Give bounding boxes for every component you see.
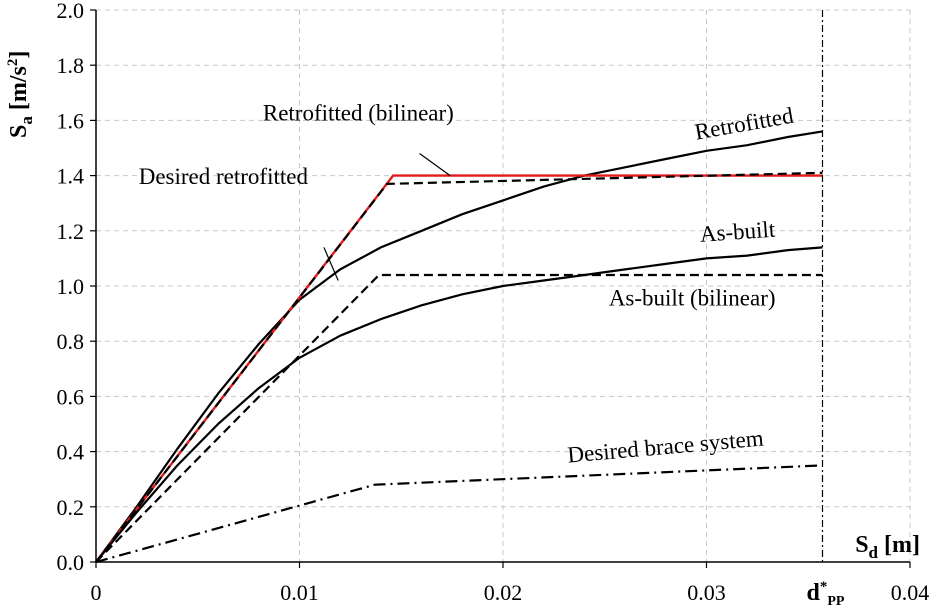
annotation-as-built-bilinear: As-built (bilinear) [609, 285, 776, 310]
x-axis-title-sub: d [869, 543, 879, 562]
annotation-desired-brace-system: Desired brace system [566, 426, 764, 468]
y-tick-label: 0.4 [57, 440, 85, 465]
annotation-leader-retrofitted-bilinear [419, 153, 451, 177]
annotation-leader-desired-retrofitted [323, 247, 339, 281]
dpp-marker-label: d*PP [806, 579, 844, 609]
y-tick-label: 0.8 [57, 329, 85, 354]
label-layer: Retrofitted (bilinear) Desired retrofitte… [5, 51, 920, 562]
dpp-label-main: d [806, 580, 820, 606]
annotation-as-built: As-built [699, 217, 777, 247]
y-tick-label: 1.8 [57, 53, 85, 78]
series-layer [95, 130, 823, 564]
series-as-built [95, 246, 823, 563]
y-tick-label: 2.0 [57, 0, 85, 23]
y-axis-title-close: ] [6, 51, 32, 59]
annotation-retrofitted-bilinear: Retrofitted (bilinear) [263, 100, 454, 125]
y-tick-label: 0.2 [57, 495, 85, 520]
dpp-label-sub: PP [827, 594, 845, 609]
dpp-label-sup: * [820, 579, 828, 595]
y-tick-label: 1.0 [57, 274, 85, 299]
y-axis-title-unit: [m/s [6, 66, 32, 116]
y-tick-label: 0.0 [57, 550, 85, 575]
axes-layer: 0.0 0.2 0.4 0.6 0.8 1.0 1.2 1.4 1.6 1.8 2.0 0 0.01 0.… [57, 0, 930, 609]
y-axis-title-sup: 2 [5, 59, 21, 67]
y-tick-label: 1.2 [57, 219, 85, 244]
series-desired-brace-system [95, 464, 823, 564]
y-axis-title: Sa [m/s2] [5, 51, 36, 138]
series-as-built-bilinear [95, 273, 823, 563]
annotation-desired-retrofitted: Desired retrofitted [139, 164, 309, 189]
x-axis-title: Sd [m] [855, 532, 920, 562]
y-axis-title-sub: a [17, 116, 36, 125]
series-desired-retrofitted [95, 171, 823, 563]
x-tick-label: 0.01 [280, 580, 319, 605]
x-axis-title-main: S [855, 532, 868, 558]
x-tick-label: 0 [91, 580, 102, 605]
y-tick-label: 1.6 [57, 108, 85, 133]
series-retrofitted [95, 130, 823, 563]
y-tick-label: 1.4 [57, 164, 85, 189]
x-tick-label: 0.03 [687, 580, 726, 605]
x-tick-label: 0.04 [891, 580, 930, 605]
x-axis-title-unit: [m] [878, 532, 920, 558]
y-axis-title-main: S [6, 125, 32, 138]
y-tick-label: 0.6 [57, 384, 85, 409]
x-tick-label: 0.02 [484, 580, 523, 605]
